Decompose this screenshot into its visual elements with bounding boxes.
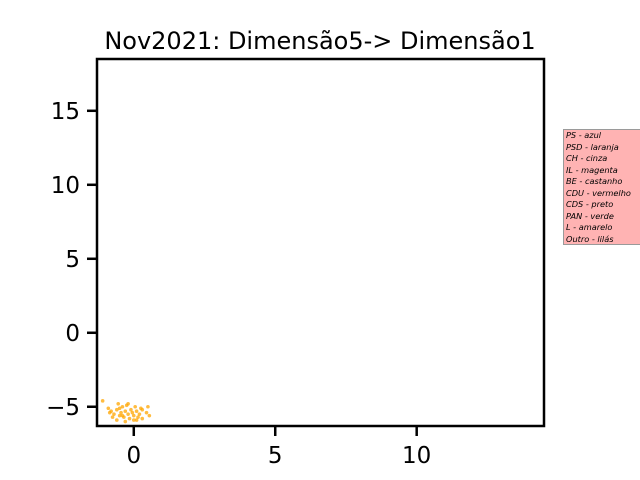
- y-tick-label: 5: [65, 247, 80, 273]
- data-point: [119, 410, 123, 415]
- data-point: [107, 410, 112, 415]
- data-point: [144, 410, 149, 415]
- x-tick-label: 5: [268, 443, 283, 469]
- legend-entry-cds: CDS - preto: [566, 199, 614, 210]
- data-point: [120, 404, 125, 409]
- x-tick-label: 0: [126, 443, 141, 469]
- data-point: [123, 409, 128, 414]
- data-point: [120, 413, 125, 418]
- y-tick-label: −5: [46, 395, 80, 421]
- legend-entry-ch: CH - cinza: [566, 153, 608, 164]
- data-points: [100, 399, 152, 424]
- data-point: [123, 419, 128, 424]
- data-point: [115, 407, 119, 412]
- data-point: [127, 416, 132, 421]
- legend-entry-ps: PS - azul: [566, 130, 602, 140]
- legend-entry-cdu: CDU - vermelho: [566, 187, 631, 198]
- data-point: [140, 407, 145, 412]
- legend-entry-l: L - amarelo: [566, 222, 613, 233]
- legend-entry-il: IL - magenta: [566, 164, 618, 175]
- chart-title: Nov2021: Dimensão5-> Dimensão1: [104, 27, 535, 55]
- data-point: [106, 406, 111, 411]
- data-point: [136, 415, 140, 419]
- y-tick-label: 15: [51, 99, 80, 125]
- data-point: [134, 418, 139, 422]
- data-point: [110, 415, 115, 419]
- data-point: [131, 413, 136, 418]
- data-point: [129, 407, 133, 412]
- legend-entry-outro: Outro - lilás: [566, 233, 614, 244]
- data-point: [112, 412, 116, 416]
- plot-area-frame: [95, 57, 546, 428]
- data-point: [115, 418, 119, 422]
- legend-entry-be: BE - castanho: [566, 176, 623, 187]
- data-point: [100, 399, 105, 403]
- data-point: [117, 406, 122, 411]
- x-tick-label: 10: [402, 443, 431, 469]
- legend-entry-psd: PSD - laranja: [566, 141, 619, 152]
- data-point: [126, 402, 130, 406]
- y-tick-label: 0: [65, 321, 80, 347]
- data-point: [126, 412, 130, 416]
- data-point: [147, 413, 152, 418]
- data-point: [134, 409, 139, 414]
- data-point: [140, 416, 145, 421]
- data-point: [117, 413, 122, 418]
- y-tick-label: 10: [51, 173, 80, 199]
- data-point: [133, 404, 137, 409]
- data-point: [116, 402, 121, 406]
- data-point: [130, 410, 135, 415]
- axis-ticks: 0 5 10 −5 0 5 10 15: [46, 99, 431, 469]
- legend-entry-pan: PAN - verde: [566, 210, 614, 221]
- data-point: [137, 412, 142, 416]
- data-point: [131, 418, 136, 422]
- data-point: [146, 404, 150, 409]
- legend: PS - azul PSD - laranja CH - cinza IL - …: [563, 129, 640, 245]
